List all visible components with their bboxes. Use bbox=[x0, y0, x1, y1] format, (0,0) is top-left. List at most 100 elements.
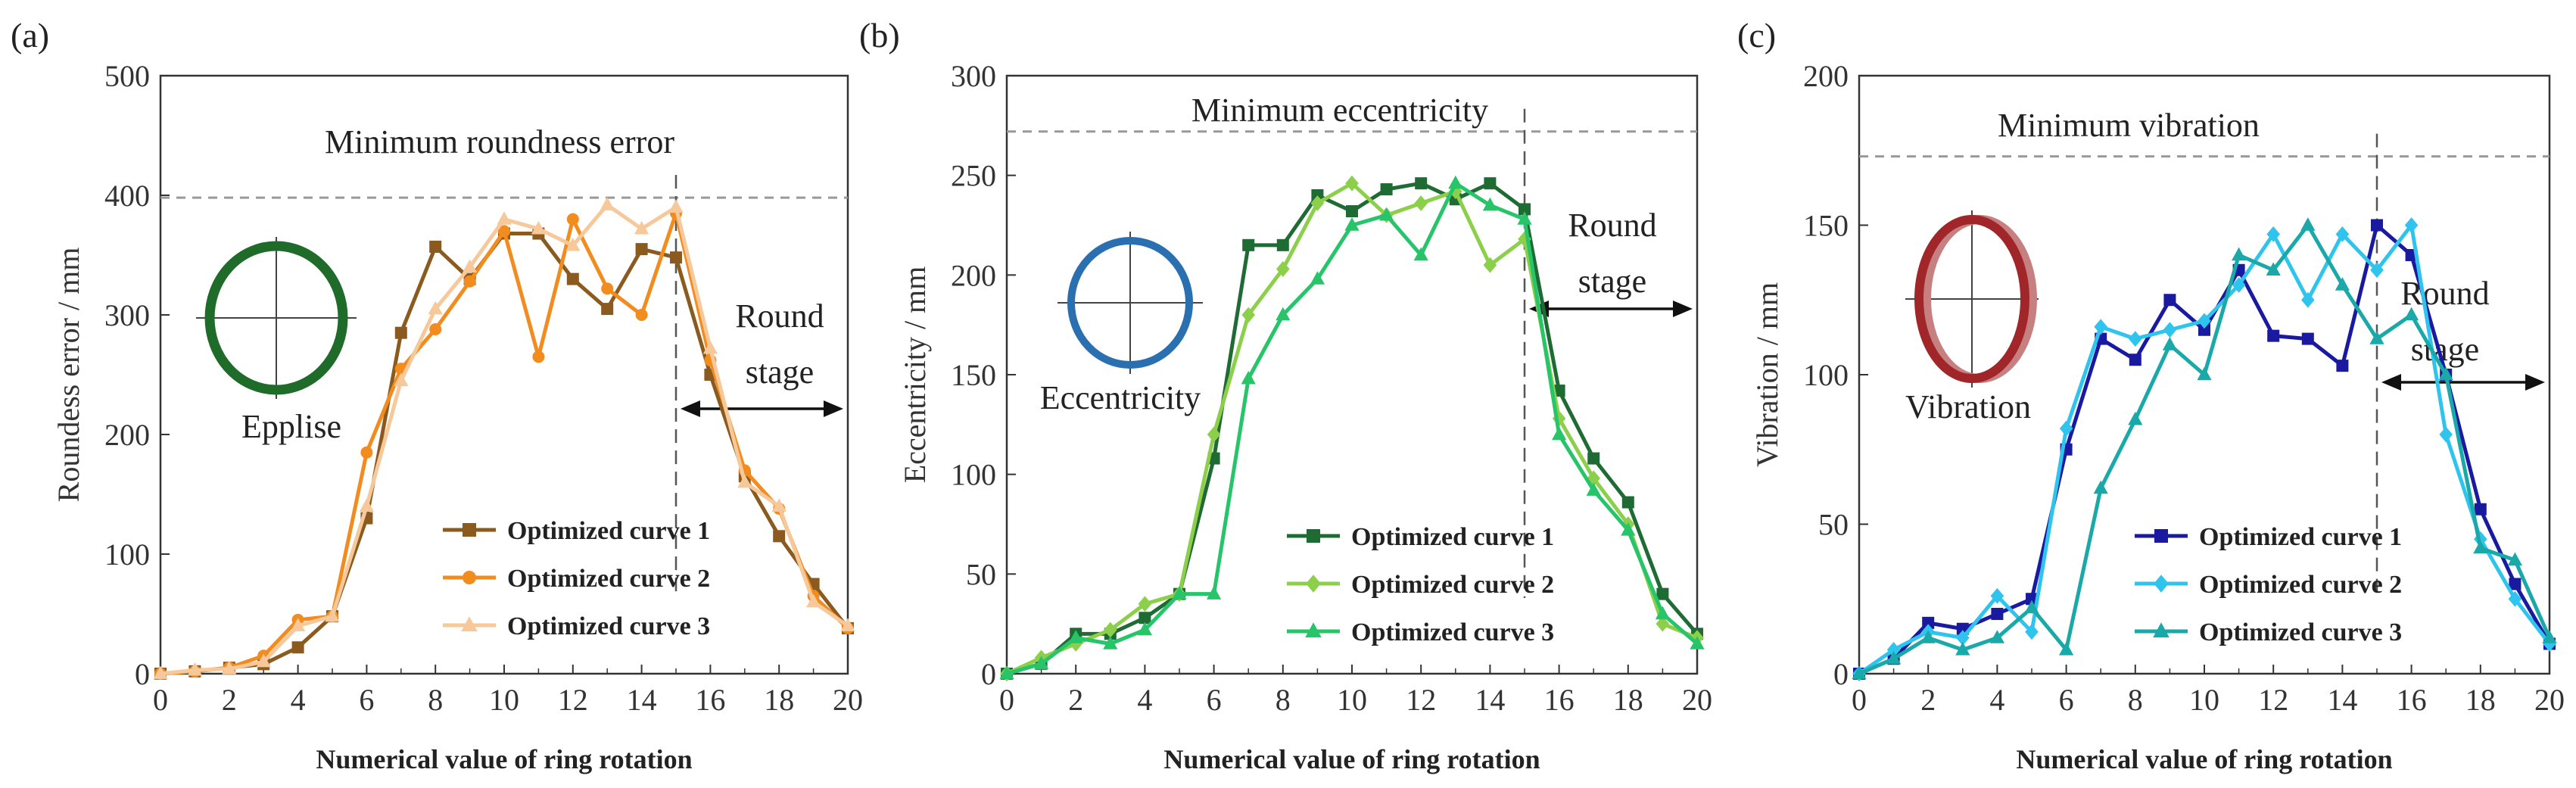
data-point bbox=[360, 446, 373, 459]
data-point bbox=[1137, 621, 1152, 636]
data-point bbox=[1138, 596, 1152, 612]
data-point bbox=[429, 322, 442, 335]
x-tick-label: 12 bbox=[558, 683, 588, 717]
data-point bbox=[1690, 636, 1705, 649]
data-point bbox=[2267, 329, 2280, 342]
data-point bbox=[2059, 420, 2073, 437]
data-point bbox=[2198, 323, 2210, 336]
data-point bbox=[635, 309, 648, 321]
data-point bbox=[1484, 177, 1497, 190]
panel-label: (c) bbox=[1737, 16, 1776, 55]
reference-label: Minimum eccentricity bbox=[1191, 92, 1488, 129]
data-point bbox=[1138, 612, 1151, 624]
legend-marker bbox=[461, 616, 478, 632]
data-point bbox=[2301, 291, 2315, 308]
stage-label-line1: Round bbox=[2400, 275, 2489, 312]
data-point bbox=[1655, 606, 1670, 620]
legend-label: Optimized curve 3 bbox=[507, 612, 710, 640]
stage-arrow-right-head bbox=[1673, 301, 1693, 317]
data-point bbox=[2542, 630, 2557, 643]
data-point bbox=[1621, 496, 1634, 509]
data-point bbox=[291, 618, 306, 631]
x-tick-label: 20 bbox=[833, 683, 863, 717]
data-point bbox=[2162, 337, 2177, 350]
y-tick-label: 50 bbox=[966, 557, 996, 591]
legend-marker bbox=[1306, 575, 1321, 593]
data-point bbox=[1586, 482, 1601, 496]
data-point bbox=[2507, 552, 2522, 566]
legend-marker bbox=[1305, 622, 1322, 638]
y-axis-title: Vibration / mm bbox=[1750, 282, 1784, 467]
reference-label: Minimum vibration bbox=[1998, 107, 2260, 144]
data-point bbox=[2059, 642, 2074, 656]
data-point bbox=[1482, 197, 1497, 211]
data-point bbox=[1656, 587, 1669, 600]
data-point bbox=[2404, 217, 2419, 233]
data-point bbox=[1415, 177, 1428, 190]
inset-ring bbox=[1914, 215, 2029, 383]
y-tick-label: 300 bbox=[951, 59, 996, 93]
data-point bbox=[498, 225, 510, 238]
x-tick-label: 2 bbox=[1920, 683, 1936, 717]
data-point bbox=[394, 372, 409, 387]
data-point bbox=[1207, 426, 1221, 443]
data-point bbox=[1552, 426, 1567, 441]
data-point bbox=[1034, 656, 1049, 670]
data-point bbox=[428, 301, 443, 315]
x-tick-label: 6 bbox=[1207, 683, 1222, 717]
data-point bbox=[325, 608, 340, 622]
y-tick-label: 150 bbox=[1803, 209, 1849, 243]
data-point bbox=[2301, 332, 2314, 345]
x-tick-label: 16 bbox=[1544, 683, 1575, 717]
x-tick-label: 4 bbox=[1989, 683, 2004, 717]
stage-arrow-right-head bbox=[2525, 374, 2545, 391]
y-tick-label: 400 bbox=[104, 179, 150, 213]
data-point bbox=[1991, 608, 2004, 620]
series-2 bbox=[1852, 217, 2556, 682]
legend-marker bbox=[2153, 622, 2170, 638]
data-point bbox=[1379, 207, 1394, 221]
data-point bbox=[634, 220, 649, 235]
legend-label: Optimized curve 2 bbox=[1351, 571, 1554, 599]
series-line bbox=[1006, 181, 1699, 676]
data-point bbox=[702, 340, 718, 354]
y-tick-label: 100 bbox=[951, 458, 996, 492]
data-point bbox=[1483, 257, 1497, 273]
x-tick-label: 8 bbox=[428, 683, 443, 717]
y-tick-label: 50 bbox=[1818, 508, 1849, 542]
data-point bbox=[222, 661, 237, 674]
stage-label-line2: stage bbox=[1578, 263, 1646, 300]
inset-label: Vibration bbox=[1905, 388, 2031, 425]
data-point bbox=[1276, 307, 1291, 321]
x-tick-label: 8 bbox=[1276, 683, 1291, 717]
x-tick-label: 20 bbox=[1682, 683, 1712, 717]
x-tick-label: 4 bbox=[1137, 683, 1152, 717]
legend-label: Optimized curve 1 bbox=[1351, 523, 1554, 551]
data-point bbox=[1886, 642, 1901, 658]
stage-label-line1: Round bbox=[735, 297, 824, 335]
data-point bbox=[1276, 261, 1290, 277]
data-point bbox=[1886, 650, 1902, 665]
data-point bbox=[187, 662, 202, 676]
data-point bbox=[2198, 313, 2211, 329]
panel-2: (b)0 2 4 6 8 10 12 14 16 18 20050100150200250300Nu… bbox=[859, 16, 1712, 774]
data-point bbox=[2266, 226, 2280, 242]
data-point bbox=[1517, 211, 1532, 225]
panel-label: (a) bbox=[11, 16, 49, 55]
data-point bbox=[1519, 203, 1531, 216]
data-point bbox=[1310, 271, 1325, 285]
x-tick-label: 2 bbox=[222, 683, 237, 717]
y-axis-title: Eccentricity / mm bbox=[898, 266, 932, 484]
data-point bbox=[2025, 624, 2039, 640]
data-point bbox=[2197, 366, 2212, 381]
data-point bbox=[566, 213, 579, 226]
data-point bbox=[1922, 616, 1935, 629]
series-1 bbox=[154, 227, 854, 680]
series-1 bbox=[1001, 177, 1703, 680]
x-tick-label: 16 bbox=[2397, 683, 2427, 717]
data-point bbox=[601, 303, 614, 316]
x-tick-label: 14 bbox=[2327, 683, 2357, 717]
data-point bbox=[601, 282, 614, 295]
data-point bbox=[2369, 331, 2384, 344]
data-point bbox=[1345, 175, 1359, 192]
